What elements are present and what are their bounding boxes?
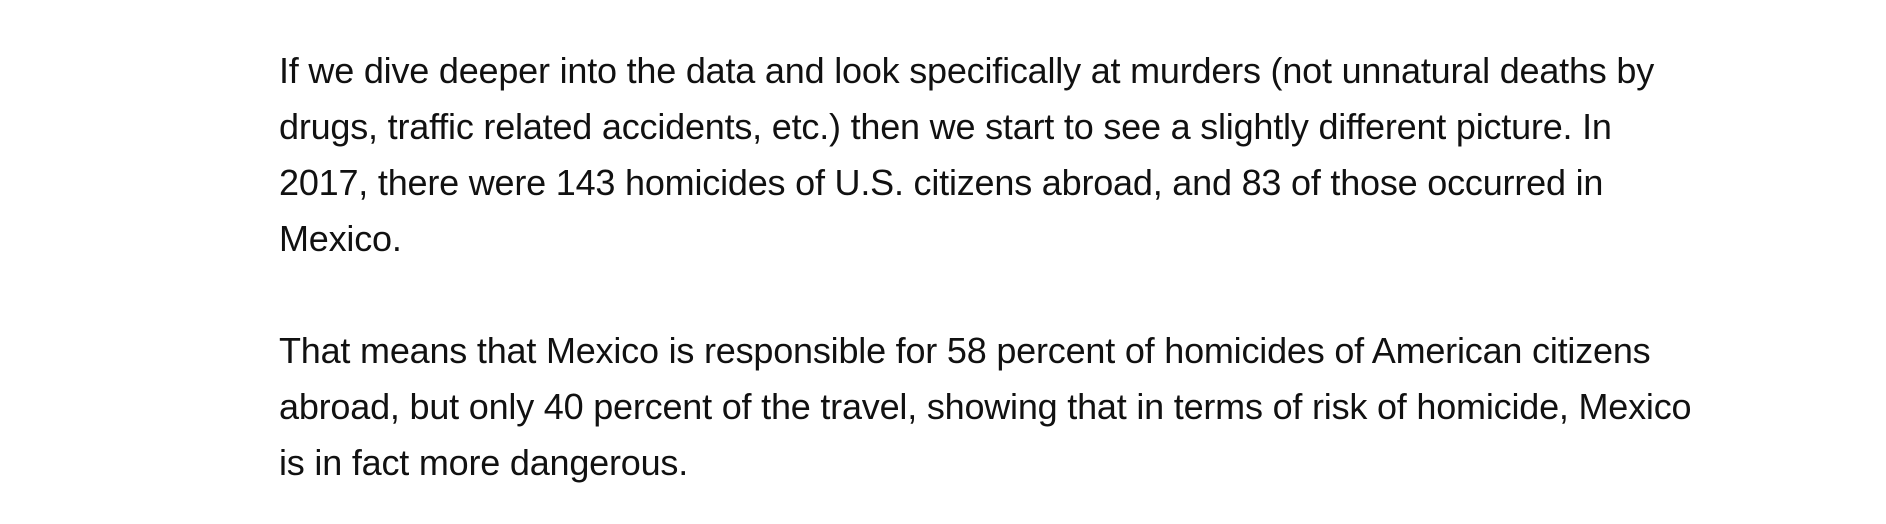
paragraph-murders-data: If we dive deeper into the data and look… — [279, 43, 1759, 267]
text-line: drugs, traffic related accidents, etc.) … — [279, 106, 1612, 147]
article-body: If we dive deeper into the data and look… — [279, 43, 1759, 491]
text-line: 2017, there were 143 homicides of U.S. c… — [279, 162, 1604, 203]
text-line: That means that Mexico is responsible fo… — [279, 330, 1651, 371]
text-line: If we dive deeper into the data and look… — [279, 50, 1655, 91]
text-line: is in fact more dangerous. — [279, 442, 689, 483]
text-line: abroad, but only 40 percent of the trave… — [279, 386, 1692, 427]
paragraph-homicide-share: That means that Mexico is responsible fo… — [279, 323, 1759, 491]
text-line: Mexico. — [279, 218, 402, 259]
